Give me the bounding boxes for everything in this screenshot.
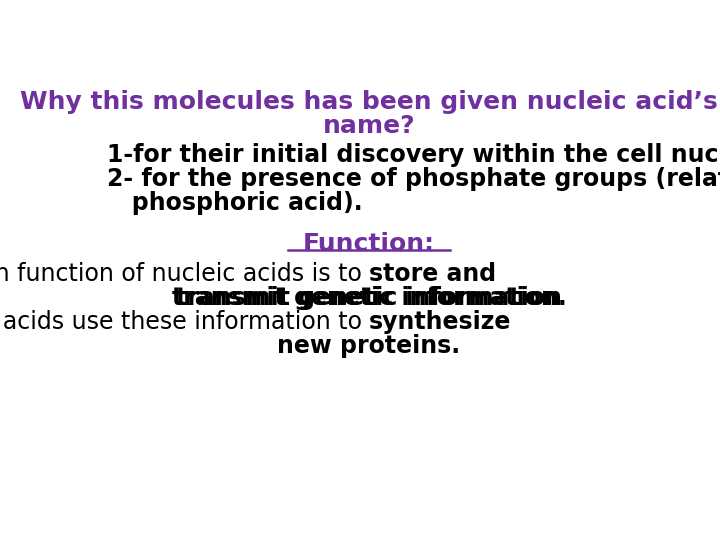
Text: Why this molecules has been given nucleic acid’s: Why this molecules has been given nuclei… xyxy=(20,90,718,114)
Text: transmit genetic information.: transmit genetic information. xyxy=(171,286,567,310)
Text: phosphoric acid).: phosphoric acid). xyxy=(107,191,362,215)
Text: store and: store and xyxy=(369,262,496,286)
Text: 2- for the presence of phosphate groups (related to: 2- for the presence of phosphate groups … xyxy=(107,167,720,191)
Text: 1-for their initial discovery within the cell nucleus.: 1-for their initial discovery within the… xyxy=(107,143,720,167)
Text: new proteins.: new proteins. xyxy=(277,334,461,358)
Text: The nucleic acids use these information to: The nucleic acids use these information … xyxy=(0,310,369,334)
Text: synthesize: synthesize xyxy=(369,310,511,334)
Text: The main function of nucleic acids is to: The main function of nucleic acids is to xyxy=(0,262,369,286)
Text: transmit genetic information: transmit genetic information xyxy=(176,286,562,310)
Text: Function:: Function: xyxy=(303,232,435,256)
Text: name?: name? xyxy=(323,114,415,138)
